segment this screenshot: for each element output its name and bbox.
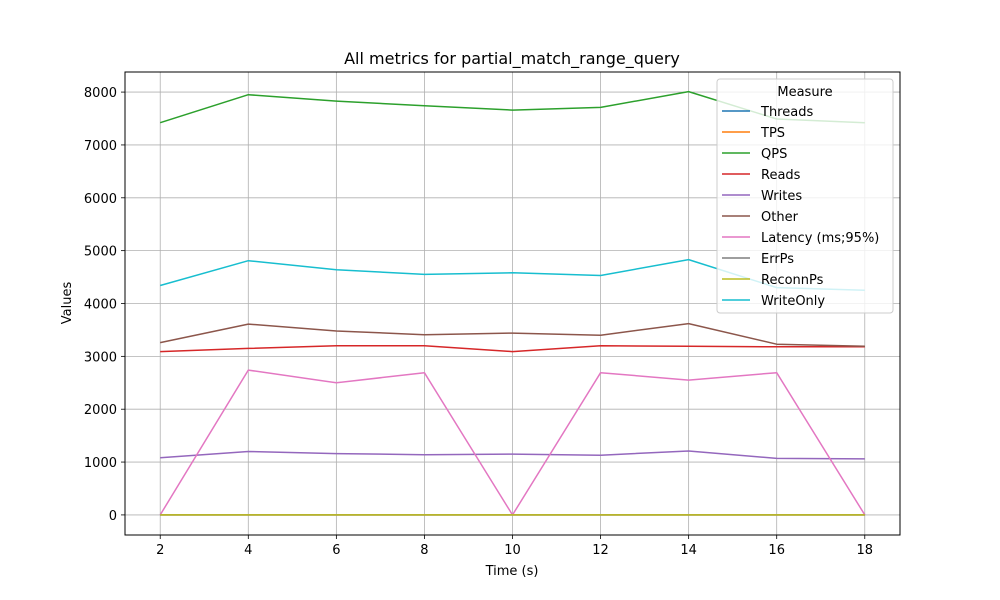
legend-label: Threads [760, 105, 813, 120]
legend-label: Writes [761, 189, 802, 204]
x-tick-label: 18 [856, 543, 873, 558]
series-line-other [160, 322, 865, 348]
legend-label: ErrPs [761, 252, 794, 267]
legend-label: Other [761, 210, 799, 225]
x-axis-ticks: 2 4 6 8 10 12 14 16 18 [156, 535, 873, 558]
chart-title: All metrics for partial_match_range_quer… [344, 49, 680, 69]
legend-label: TPS [760, 126, 785, 141]
y-tick-label: 7000 [84, 139, 117, 154]
x-tick-label: 6 [332, 543, 340, 558]
y-tick-label: 4000 [84, 298, 117, 313]
series-lines [159, 90, 866, 516]
x-axis-label: Time (s) [485, 564, 539, 579]
legend-title: Measure [777, 85, 832, 100]
legend-box [716, 78, 894, 314]
legend-label: QPS [761, 147, 787, 162]
y-tick-label: 6000 [84, 192, 117, 207]
series-line-writes [160, 450, 865, 460]
legend-label: ReconnPs [761, 273, 824, 288]
x-tick-label: 2 [156, 543, 164, 558]
y-axis-ticks: 0 1000 2000 3000 4000 5000 6000 7000 8000 [84, 86, 125, 524]
x-tick-label: 14 [680, 543, 697, 558]
x-tick-label: 12 [592, 543, 609, 558]
y-tick-label: 8000 [84, 86, 117, 101]
y-tick-label: 3000 [84, 350, 117, 365]
series-line-reads [160, 345, 865, 353]
x-tick-label: 4 [244, 543, 252, 558]
legend-label: Reads [761, 168, 801, 183]
x-tick-label: 16 [768, 543, 785, 558]
y-tick-label: 5000 [84, 245, 117, 260]
y-tick-label: 1000 [84, 456, 117, 471]
legend: Measure Threads TPS QPS Reads Writes Other Lat… [716, 78, 894, 314]
x-tick-label: 8 [420, 543, 428, 558]
y-tick-label: 0 [109, 509, 117, 524]
x-tick-label: 10 [504, 543, 521, 558]
y-tick-label: 2000 [84, 403, 117, 418]
legend-label: WriteOnly [761, 294, 825, 309]
legend-label: Latency (ms;95%) [761, 231, 879, 246]
y-axis-label: Values [60, 282, 75, 325]
